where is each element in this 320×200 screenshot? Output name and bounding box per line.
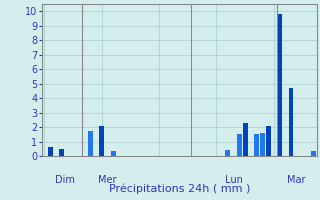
Bar bbox=[226, 150, 230, 156]
Bar bbox=[59, 149, 64, 156]
Bar bbox=[243, 123, 248, 156]
Bar bbox=[88, 131, 93, 156]
Bar bbox=[277, 14, 282, 156]
Bar bbox=[48, 147, 52, 156]
Bar bbox=[311, 151, 316, 156]
Text: Lun: Lun bbox=[225, 175, 243, 185]
Bar bbox=[100, 126, 104, 156]
Text: Mer: Mer bbox=[98, 175, 117, 185]
Text: Mar: Mar bbox=[287, 175, 306, 185]
Bar bbox=[254, 134, 259, 156]
Bar bbox=[260, 133, 265, 156]
Bar bbox=[237, 134, 242, 156]
Bar bbox=[289, 88, 293, 156]
Text: Dim: Dim bbox=[55, 175, 75, 185]
Bar bbox=[266, 126, 270, 156]
Text: Précipitations 24h ( mm ): Précipitations 24h ( mm ) bbox=[108, 183, 250, 194]
Bar bbox=[111, 151, 116, 156]
